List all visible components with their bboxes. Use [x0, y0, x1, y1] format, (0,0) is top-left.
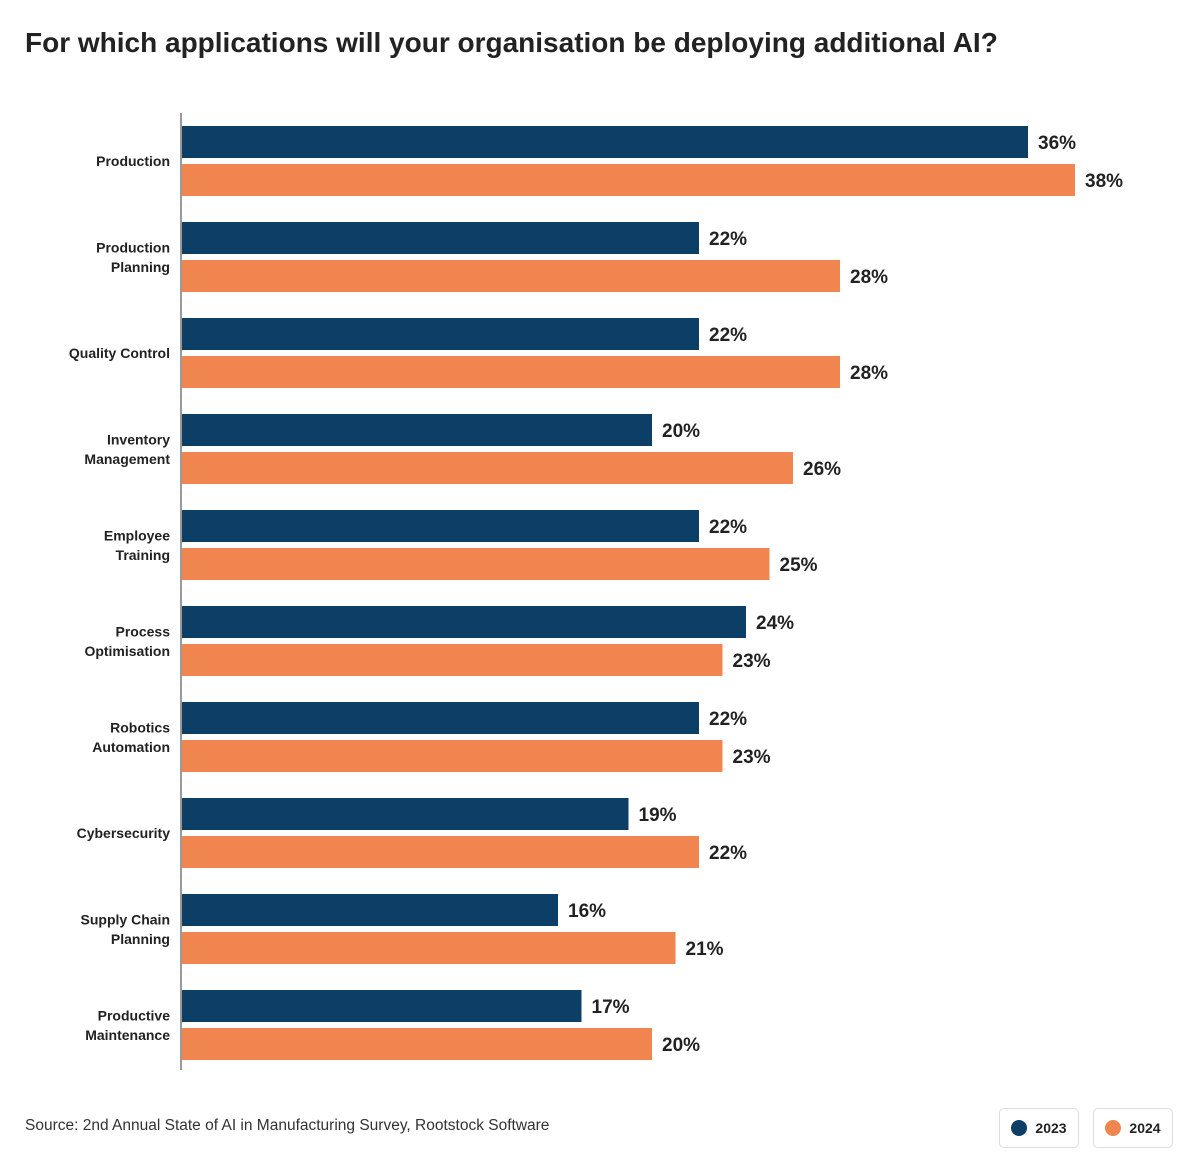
data-label-2023: 36% — [1038, 133, 1076, 154]
bar-2023 — [182, 510, 699, 542]
bar-2023 — [182, 894, 558, 926]
category-label: Quality Control — [69, 345, 170, 361]
legend-item-2024: 2024 — [1093, 1108, 1173, 1148]
category-label: Production Planning — [96, 239, 170, 275]
legend-dot-2023 — [1011, 1120, 1028, 1136]
bar-2023 — [182, 414, 652, 446]
category-label: Productive Maintenance — [85, 1007, 170, 1043]
bar-2023 — [182, 798, 629, 830]
data-label-2024: 38% — [1085, 171, 1123, 192]
bar-2024 — [182, 356, 840, 388]
data-label-2023: 22% — [709, 517, 747, 538]
category-label: Supply Chain Planning — [81, 911, 170, 947]
bar-chart: Production 36% 38% Production Planning 22% 28%… — [69, 113, 1123, 1070]
data-label-2024: 26% — [803, 459, 841, 480]
category-label: Production — [96, 153, 170, 169]
data-label-2023: 22% — [709, 325, 747, 346]
bar-2023 — [182, 702, 699, 734]
legend-label-2024: 2024 — [1129, 1120, 1161, 1136]
source-note: Source: 2nd Annual State of AI in Manufa… — [25, 1117, 550, 1134]
data-label-2023: 22% — [709, 229, 747, 250]
data-label-2024: 25% — [780, 555, 818, 576]
category-label: Employee Training — [104, 527, 170, 563]
bar-2023 — [182, 606, 746, 638]
data-label-2023: 19% — [639, 805, 677, 826]
legend-dot-2024 — [1105, 1120, 1122, 1136]
data-label-2024: 23% — [733, 651, 771, 672]
category-label: Cybersecurity — [77, 825, 171, 841]
bar-2024 — [182, 548, 770, 580]
data-label-2023: 20% — [662, 421, 700, 442]
bar-2024 — [182, 164, 1075, 196]
data-label-2024: 28% — [850, 363, 888, 384]
data-label-2024: 22% — [709, 843, 747, 864]
bar-2023 — [182, 318, 699, 350]
bar-2024 — [182, 836, 699, 868]
bar-2024 — [182, 644, 723, 676]
bar-2023 — [182, 126, 1028, 158]
bar-2024 — [182, 740, 723, 772]
legend-label-2023: 2023 — [1035, 1120, 1067, 1136]
bar-2024 — [182, 932, 676, 964]
bar-2024 — [182, 452, 793, 484]
data-label-2024: 23% — [733, 747, 771, 768]
category-label: Robotics Automation — [92, 719, 170, 755]
legend-item-2023: 2023 — [999, 1108, 1079, 1148]
category-label: Process Optimisation — [84, 623, 170, 659]
data-label-2023: 22% — [709, 709, 747, 730]
bar-2023 — [182, 990, 582, 1022]
bar-2023 — [182, 222, 699, 254]
bar-2024 — [182, 1028, 652, 1060]
data-label-2024: 21% — [686, 939, 724, 960]
chart-title: For which applications will your organis… — [25, 27, 998, 58]
data-label-2023: 17% — [592, 997, 630, 1018]
data-label-2023: 24% — [756, 613, 794, 634]
category-label: Inventory Management — [84, 431, 170, 467]
data-label-2024: 20% — [662, 1035, 700, 1056]
bar-2024 — [182, 260, 840, 292]
data-label-2023: 16% — [568, 901, 606, 922]
data-label-2024: 28% — [850, 267, 888, 288]
